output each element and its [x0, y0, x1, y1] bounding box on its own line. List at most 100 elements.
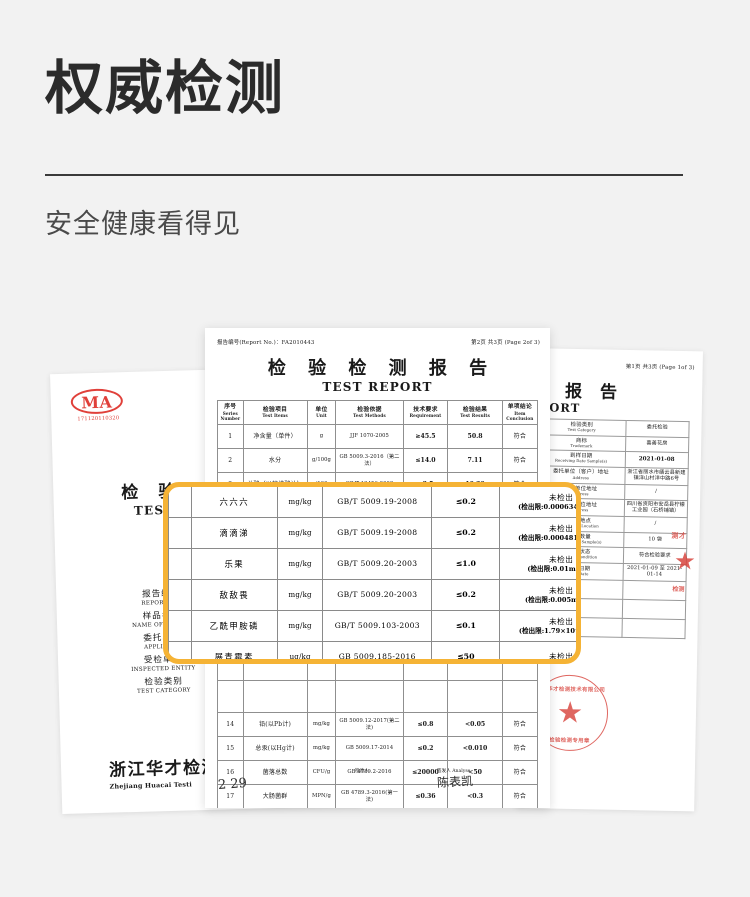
- cell-item: 水分: [242, 448, 308, 474]
- result-value: 未检出: [549, 493, 574, 503]
- cell-unit: g/100g: [306, 448, 337, 474]
- side-seal-stamp: 测才 ★ 检测: [668, 529, 703, 598]
- cell-requirement: ≤0.2: [402, 736, 449, 762]
- label-en: Address: [572, 474, 589, 480]
- cell-method: GB/T 5009.103-2003: [322, 610, 433, 642]
- table-row: 展青霉素 μg/kg GB 5009.185-2016 ≤50 未检出: [168, 641, 576, 659]
- cell-result: <50: [447, 760, 503, 786]
- cell-item: 乐果: [190, 548, 278, 580]
- detection-limit: (检出限:0.01mg/kg): [527, 564, 576, 573]
- cma-logo: MA 171120110320: [70, 388, 125, 422]
- cell-unit: CFU/g: [306, 760, 337, 786]
- cell-result: [447, 680, 503, 714]
- star-icon: ★: [674, 548, 696, 574]
- table-row: 14 铅(以Pb计) mg/kg GB 5009.12-2017(第二法) ≤0…: [217, 712, 539, 738]
- table-row: 17 大肠菌群 MPN/g GB 4789.3-2016(第一法) ≤0.36 …: [217, 784, 539, 808]
- cell-requirement: [402, 680, 449, 714]
- cell-method: GB 5009.17-2014: [335, 736, 404, 762]
- cell-requirement: ≤14.0: [402, 448, 449, 474]
- table-row: 1 净含量（单件） g JJF 1070-2005 ≥45.5 50.8 符合: [217, 424, 539, 450]
- row-value: [621, 599, 686, 620]
- column-header: 技术要求 Requirement: [402, 399, 449, 426]
- cell-conclusion: 符合: [501, 760, 539, 786]
- cell-requirement: ≤1.0: [431, 548, 501, 580]
- side-seal-text: 测才: [671, 530, 687, 541]
- column-header: 检验结果 Test Results: [447, 399, 503, 426]
- page-title: 权威检测: [45, 54, 286, 122]
- cell-method: GB 5009.185-2016: [322, 641, 433, 659]
- star-icon: ★: [557, 698, 583, 728]
- cell-no: 16: [217, 760, 244, 786]
- row-value: [621, 618, 686, 639]
- cell-no: [168, 517, 192, 549]
- inspector-label: 检验人: [355, 769, 369, 774]
- table-row: 乐果 mg/kg GB/T 5009.20-2003 ≤1.0 未检出 (检出限…: [168, 548, 576, 580]
- cell-unit: mg/kg: [276, 487, 324, 518]
- cell-method: GB/T 5009.20-2003: [322, 579, 433, 611]
- cell-no: 2: [217, 448, 244, 474]
- cell-result: 未检出 (检出限:0.005mg/kg): [499, 579, 576, 611]
- cell-item: 六六六: [190, 487, 278, 518]
- row-value: 喜善花房: [625, 436, 689, 453]
- result-value: 未检出: [549, 617, 574, 627]
- title-divider: [45, 173, 683, 176]
- row-value: 委托检验: [625, 420, 690, 438]
- cell-item: 净含量（单件）: [242, 424, 308, 450]
- table-header-row: 序号 Series Number 检验项目 Test Items 单位 Unit…: [217, 399, 539, 426]
- cell-no: [168, 579, 192, 611]
- cell-unit: mg/kg: [276, 610, 324, 642]
- cell-result: <0.010: [447, 736, 503, 762]
- cell-conclusion: 符合: [501, 784, 539, 808]
- cell-unit: MPN/g: [306, 784, 337, 808]
- row-label: 到样日期 Receiving Date Sample(s): [537, 449, 626, 468]
- cell-unit: mg/kg: [306, 712, 337, 738]
- row-label: 商标 Trademark: [537, 434, 626, 452]
- row-value: 四川省资阳市安岳县柠檬工业园（石桥铺镇）: [623, 499, 688, 518]
- detection-limit: (检出限:0.005mg/kg): [525, 595, 576, 604]
- cell-conclusion: 符合: [501, 736, 539, 762]
- cell-item: 大肠菌群: [242, 784, 308, 808]
- cell-no: [217, 680, 244, 714]
- inspector-signature: 2 29: [217, 776, 248, 793]
- highlighted-pesticide-table: 六六六 mg/kg GB/T 5009.19-2008 ≤0.2 未检出 (检出…: [168, 487, 576, 659]
- cell-method: [335, 680, 404, 714]
- cell-no: 1: [217, 424, 244, 450]
- cell-requirement: ≤0.1: [431, 610, 501, 642]
- table-row: 16 菌落总数 CFU/g GB 4789.2-2016 ≤20000 <50 …: [217, 760, 539, 786]
- cell-item: 总汞(以Hg计): [242, 736, 308, 762]
- cell-item: 展青霉素: [190, 641, 278, 659]
- cma-logo-text: MA: [70, 388, 124, 415]
- cell-method: GB/T 5009.19-2008: [322, 517, 433, 549]
- cell-result: <0.3: [447, 784, 503, 808]
- cell-item: 菌落总数: [242, 760, 308, 786]
- cell-result: 50.8: [447, 424, 503, 450]
- cell-unit: [306, 680, 337, 714]
- table-row: 敌敌畏 mg/kg GB/T 5009.20-2003 ≤0.2 未检出 (检出…: [168, 579, 576, 611]
- column-header: 单项结论 Item Conclusion: [501, 399, 539, 426]
- cell-conclusion: 符合: [501, 424, 539, 450]
- cell-requirement: ≤20000: [402, 760, 449, 786]
- cell-conclusion: [501, 680, 539, 714]
- cell-result: 未检出 (检出限:0.01mg/kg): [499, 548, 576, 580]
- cell-result: 未检出 (检出限:0.000634mg/kg): [499, 487, 576, 518]
- result-value: 未检出: [549, 555, 574, 565]
- cell-method: GB 5009.12-2017(第二法): [335, 712, 404, 738]
- cell-no: 15: [217, 736, 244, 762]
- cell-item: [242, 680, 308, 714]
- cell-no: [168, 548, 192, 580]
- cell-item: 敌敌畏: [190, 579, 278, 611]
- header-block: 权威检测 安全健康看得见: [45, 58, 695, 241]
- detection-limit: (检出限:1.79×10⁻¹¹g/kg): [518, 626, 576, 635]
- page-indicator: 第2页 共3页 (Page 2of 3): [471, 340, 540, 346]
- column-header: 单位 Unit: [306, 399, 337, 426]
- table-row: 2 水分 g/100g GB 5009.3-2016（第二法） ≤14.0 7.…: [217, 448, 539, 474]
- cell-requirement: ≥45.5: [402, 424, 449, 450]
- cell-unit: g: [306, 424, 337, 450]
- cell-method: GB 4789.3-2016(第一法): [335, 784, 404, 808]
- cell-method: GB 5009.3-2016（第二法）: [335, 448, 404, 474]
- row-value: /: [624, 484, 688, 501]
- result-value: 未检出: [549, 586, 574, 596]
- row-value: 2021-01-08: [624, 451, 689, 469]
- cell-result: 未检出 (检出限:0.000481mg/kg): [499, 517, 576, 549]
- cell-unit: mg/kg: [276, 579, 324, 611]
